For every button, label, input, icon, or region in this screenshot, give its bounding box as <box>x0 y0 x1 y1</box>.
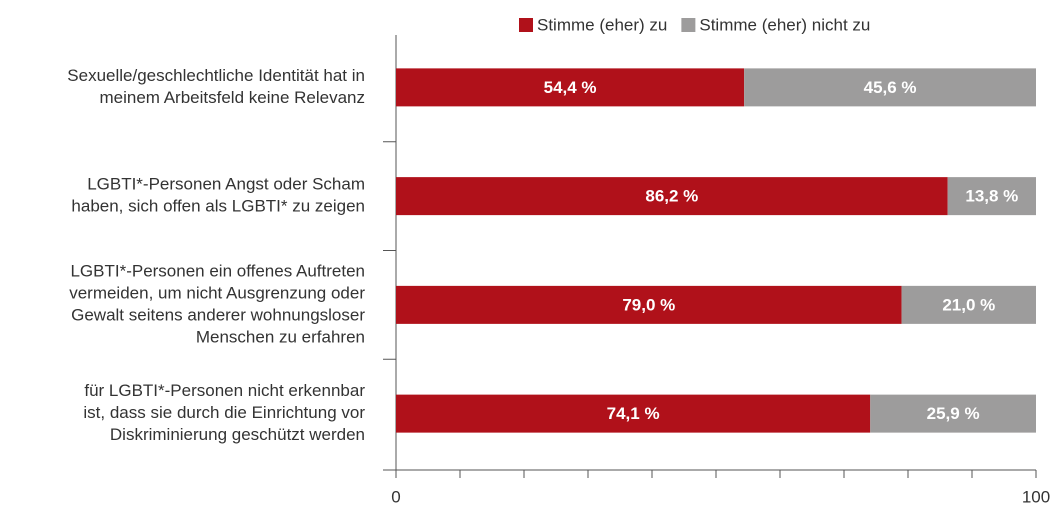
value-label: 74,1 % <box>607 404 660 423</box>
category-label: LGBTI*-Personen ein offenes Auftreten <box>70 261 365 280</box>
category-label: Sexuelle/geschlechtliche Identität hat i… <box>67 66 365 85</box>
legend-label: Stimme (eher) nicht zu <box>699 15 870 34</box>
x-tick-label: 0 <box>391 487 400 506</box>
category-label: Menschen zu erfahren <box>196 327 365 346</box>
value-label: 79,0 % <box>622 295 675 314</box>
category-label: für LGBTI*-Personen nicht erkennbar <box>84 381 365 400</box>
category-label: meinem Arbeitsfeld keine Relevanz <box>99 88 365 107</box>
legend-label: Stimme (eher) zu <box>537 15 667 34</box>
bar-segment <box>396 285 902 324</box>
category-label: Diskriminierung geschützt werden <box>110 425 365 444</box>
value-label: 45,6 % <box>864 78 917 97</box>
category-label: haben, sich offen als LGBTI* zu zeigen <box>71 197 365 216</box>
value-label: 25,9 % <box>927 404 980 423</box>
category-label: Gewalt seitens anderer wohnungsloser <box>71 305 365 324</box>
bar-segment <box>396 394 871 433</box>
value-label: 13,8 % <box>965 187 1018 206</box>
bar-segment <box>901 285 1036 324</box>
category-label: ist, dass sie durch die Einrichtung vor <box>83 403 365 422</box>
value-label: 54,4 % <box>544 78 597 97</box>
legend-swatch <box>519 18 533 32</box>
value-label: 21,0 % <box>942 295 995 314</box>
bar-segment <box>870 394 1036 433</box>
value-label: 86,2 % <box>645 187 698 206</box>
legend-swatch <box>681 18 696 32</box>
category-label: LGBTI*-Personen Angst oder Scham <box>87 175 365 194</box>
bar-segment <box>396 68 745 107</box>
bar-segment <box>744 68 1036 107</box>
bar-segment <box>396 177 948 216</box>
x-tick-label: 100 <box>1022 487 1050 506</box>
category-label: vermeiden, um nicht Ausgrenzung oder <box>69 283 365 302</box>
bar-segment <box>947 177 1036 216</box>
